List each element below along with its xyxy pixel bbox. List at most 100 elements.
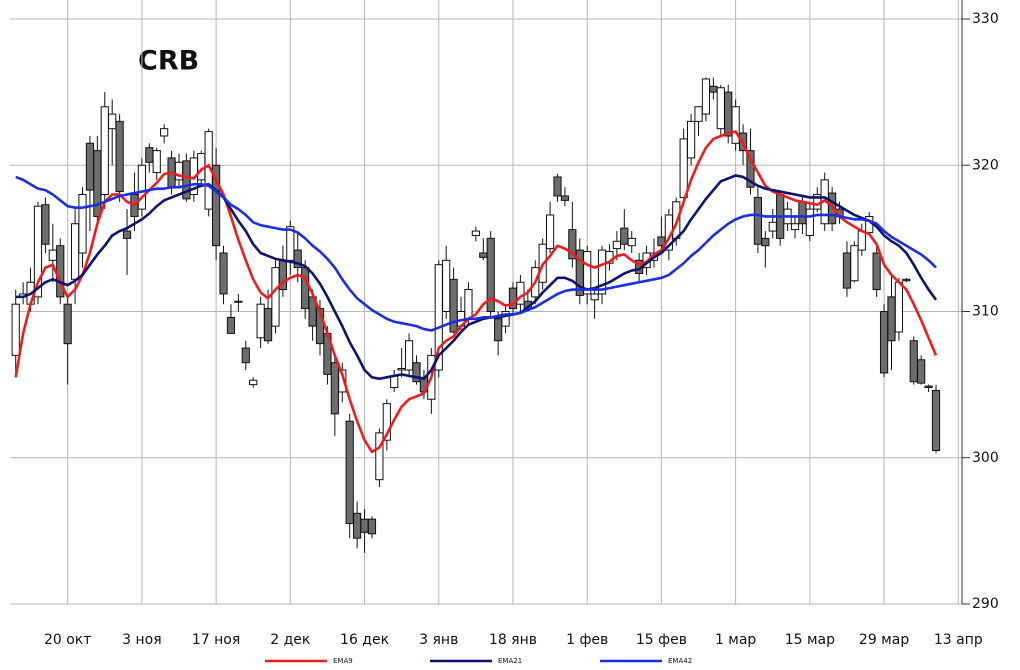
candle-body [48,249,57,261]
candle-body [590,293,599,301]
candle-body [93,150,102,217]
candle-body [597,249,607,295]
candle-body [263,308,273,342]
y-tick-label: 300 [972,450,999,466]
candle-body [70,223,80,280]
candle-body [249,379,258,386]
candle-body [627,237,636,247]
x-tick-label: 17 ноя [192,632,240,648]
candle-body [798,201,807,225]
x-tick-label: 2 дек [270,632,310,648]
candle-body [63,303,72,345]
candle-body [931,389,941,451]
candle-body [560,195,570,201]
candle-body [241,347,250,364]
y-tick-label: 330 [972,11,999,27]
x-tick-label: 1 мар [715,632,756,648]
y-tick-label: 310 [972,304,999,320]
candle-body [108,113,117,130]
candle-body [145,147,154,163]
candle-body [226,316,236,334]
candle-body [330,362,339,415]
x-tick-label: 3 ноя [122,632,162,648]
candle-body [753,196,762,245]
candle-body [397,368,406,371]
candle-body [486,237,495,312]
candle-body [894,281,904,333]
candle-body [382,403,391,441]
candle-body [464,289,473,320]
candle-body [100,106,109,195]
candle-body [33,205,43,298]
candle-body [345,420,354,525]
candle-body [412,362,421,383]
candle-body [761,237,770,247]
candle-body [924,385,933,389]
x-tick-label: 29 мар [859,632,909,648]
candle-body [219,252,228,295]
x-tick-label: 20 окт [44,632,91,648]
ema-line [15,174,938,381]
candle-body [137,164,146,210]
candle-body [842,252,852,289]
x-tick-label: 18 янв [489,632,537,648]
candle-body [41,204,50,245]
candle-body [434,264,443,371]
candle-body [115,120,124,193]
candle-body [11,303,20,356]
candle-body [857,230,866,251]
ema-line [14,130,938,454]
x-tick-label: 3 янв [419,632,458,648]
candle-body [442,259,451,312]
candle-body [152,150,161,174]
candle-body [731,106,740,144]
candle-body [724,91,733,137]
candle-body [790,223,800,231]
candle-body [553,176,562,197]
candle-body [583,251,592,295]
candle-body [612,240,621,250]
y-tick-label: 320 [972,157,999,173]
candle-body [338,369,347,393]
x-tick-label: 13 апр [934,632,983,648]
candle-body [701,78,711,115]
candle-body [212,164,221,247]
candle-body [85,142,95,191]
candle-body [360,518,369,533]
candle-body [78,194,87,254]
candle-body [687,120,696,159]
candle-body [716,87,725,130]
candle-body [872,252,881,291]
x-tick-label: 16 дек [340,632,389,648]
legend-label: EMA42 [668,657,692,665]
x-tick-label: 15 мар [785,632,835,648]
candle-body [694,106,703,122]
candle-body [902,278,911,282]
candle-body [887,296,896,342]
candle-body [367,518,377,535]
chart-title: CRB [138,46,199,77]
candle-body [917,359,926,384]
candle-body [545,214,555,250]
ema-line [15,175,937,332]
candle-body [404,340,414,371]
candle-body [271,267,280,327]
x-tick-label: 15 фев [636,632,687,648]
candle-body [850,245,859,282]
y-tick-label: 290 [972,596,999,612]
candle-body [449,278,458,333]
candle-body [494,318,503,342]
candle-body [879,311,889,374]
candle-body [501,311,510,327]
candle-body [909,340,918,383]
legend-label: EMA9 [333,657,353,665]
candle-body [301,267,310,310]
candle-body [805,208,814,236]
candle-body [160,128,169,137]
candle-body [679,138,688,198]
candle-body [286,226,295,261]
candle-body [256,303,265,339]
legend-label: EMA21 [498,657,522,665]
